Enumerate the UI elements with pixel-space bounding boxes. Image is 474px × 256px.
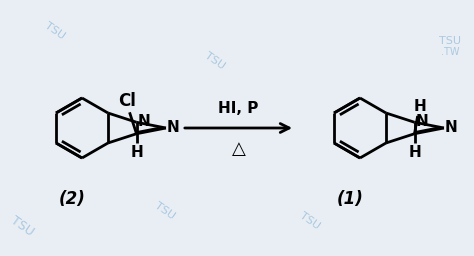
Text: TSU: TSU — [203, 51, 227, 71]
Text: HI, P: HI, P — [219, 101, 259, 116]
Text: H: H — [408, 145, 421, 160]
Text: Cl: Cl — [118, 92, 137, 110]
Text: N: N — [137, 114, 150, 129]
Text: N: N — [445, 120, 458, 134]
Text: .TW: .TW — [441, 47, 459, 57]
Text: TSU: TSU — [439, 36, 461, 46]
Text: TSU: TSU — [43, 20, 67, 41]
Text: H: H — [130, 145, 143, 160]
Text: (1): (1) — [337, 190, 364, 208]
Text: TSU: TSU — [8, 214, 36, 238]
Text: H: H — [413, 99, 426, 114]
Text: N: N — [167, 120, 180, 134]
Text: TSU: TSU — [298, 211, 322, 231]
Text: TSU: TSU — [153, 201, 177, 221]
Text: △: △ — [232, 140, 246, 158]
Text: N: N — [416, 114, 428, 129]
Text: (2): (2) — [59, 190, 85, 208]
